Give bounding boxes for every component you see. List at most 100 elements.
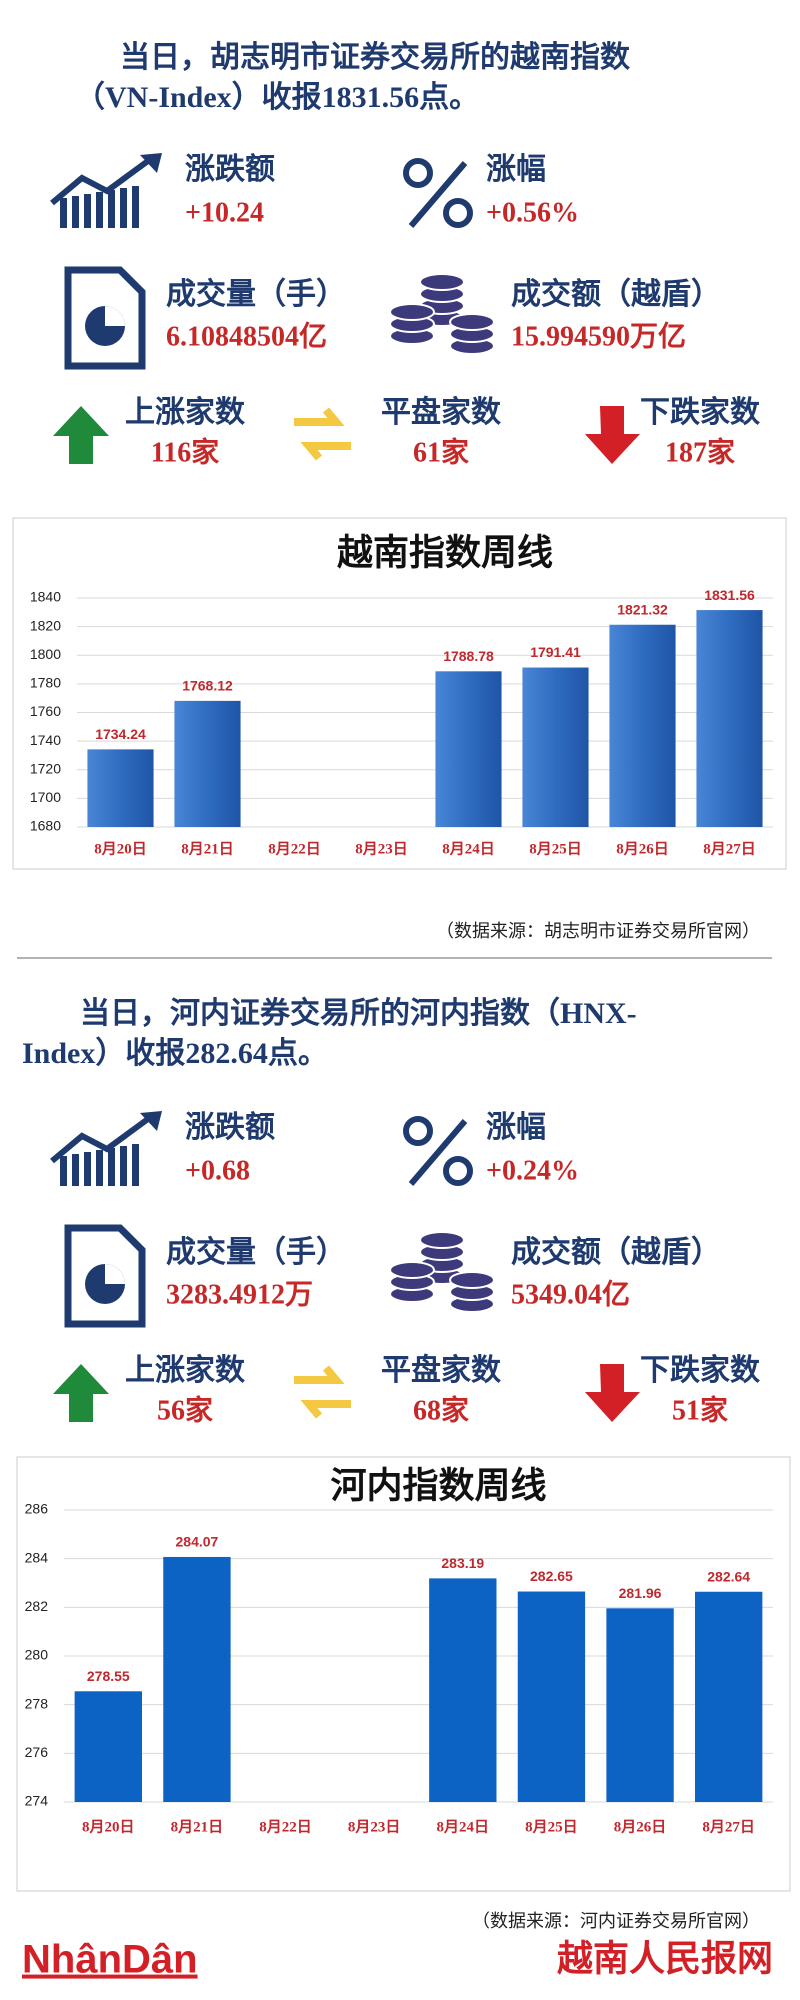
- stat-label: 涨幅: [486, 1111, 546, 1144]
- data-label: 282.65: [530, 1568, 573, 1584]
- icon-part: [389, 1261, 435, 1279]
- y-tick-label: 1760: [30, 703, 61, 719]
- stat-value: +0.24%: [486, 1155, 579, 1186]
- icon-part: [443, 1156, 473, 1186]
- y-tick-label: 274: [25, 1793, 49, 1809]
- icon-part: [389, 303, 435, 321]
- icon-part: [96, 1150, 103, 1186]
- icon-part: [105, 1264, 125, 1284]
- icon-down: [585, 406, 640, 464]
- y-tick-label: 1840: [30, 589, 61, 605]
- chart-title: 越南指数周线: [337, 532, 553, 572]
- headline: （VN-Index）收报1831.56点。: [75, 80, 479, 114]
- icon-part: [403, 1116, 433, 1146]
- y-tick-label: 1780: [30, 675, 61, 691]
- stat-value: 116家: [151, 435, 219, 468]
- stat-value: +0.56%: [486, 197, 579, 228]
- y-tick-label: 1700: [30, 789, 61, 805]
- data-label: 282.64: [707, 1568, 750, 1584]
- icon-document: [64, 266, 146, 370]
- icon-part: [449, 313, 495, 331]
- x-tick-label: 8月22日: [268, 840, 321, 857]
- stat-label: 涨幅: [486, 153, 546, 186]
- bar: [163, 1556, 231, 1802]
- x-tick-label: 8月24日: [437, 1818, 490, 1835]
- bar: [174, 700, 241, 827]
- icon-part: [64, 1224, 146, 1328]
- icon-down: [585, 1364, 640, 1422]
- logo: NhânDân: [22, 1938, 198, 1982]
- icon-percent: [403, 158, 473, 228]
- icon-part: [50, 155, 154, 206]
- y-tick-label: 1680: [30, 818, 61, 834]
- bar: [87, 749, 154, 827]
- icon-part: [108, 1148, 115, 1186]
- icon-part: [120, 188, 127, 228]
- headline: 当日，河内证券交易所的河内指数（HNX-: [80, 996, 637, 1030]
- icon-flat: [294, 1365, 351, 1419]
- headline: Index）收报282.64点。: [22, 1036, 328, 1070]
- stat-label: 涨跌额: [185, 153, 275, 186]
- x-tick-label: 8月20日: [94, 840, 147, 857]
- y-tick-label: 278: [25, 1695, 49, 1711]
- icon-part: [408, 1119, 468, 1186]
- data-label: 1821.32: [617, 601, 668, 617]
- icon-up: [53, 1364, 109, 1422]
- site-name: 越南人民报网: [557, 1938, 773, 1978]
- bar: [522, 667, 589, 827]
- x-tick-label: 8月25日: [525, 1818, 578, 1835]
- icon-flat: [294, 407, 351, 461]
- x-tick-label: 8月25日: [529, 840, 582, 857]
- source-note: （数据来源：胡志明市证券交易所官网）: [436, 921, 760, 941]
- stat-label: 下跌家数: [640, 396, 761, 429]
- icon-percent: [403, 1116, 473, 1186]
- icon-part: [84, 1152, 91, 1186]
- headline: 当日，胡志明市证券交易所的越南指数: [120, 40, 631, 74]
- stat-value: 5349.04亿: [511, 1278, 630, 1310]
- icon-part: [443, 198, 473, 228]
- stat-label: 成交量（手）: [166, 1235, 346, 1269]
- stat-label: 上涨家数: [125, 396, 246, 429]
- y-tick-label: 276: [25, 1744, 49, 1760]
- chart-title: 河内指数周线: [330, 1465, 546, 1505]
- bar: [517, 1591, 586, 1802]
- stat-value: 187家: [665, 435, 735, 468]
- icon-part: [140, 1111, 162, 1131]
- icon-part: [419, 1231, 465, 1249]
- icon-coins: [389, 273, 495, 355]
- icon-part: [120, 1146, 127, 1186]
- x-tick-label: 8月26日: [616, 840, 669, 857]
- icon-coins: [389, 1231, 495, 1313]
- stat-value: 3283.4912万: [166, 1279, 313, 1310]
- y-tick-label: 1800: [30, 646, 61, 662]
- icon-up: [53, 406, 109, 464]
- icon-part: [60, 1156, 67, 1186]
- stat-value: +0.68: [185, 1155, 250, 1186]
- y-tick-label: 1720: [30, 760, 61, 776]
- data-label: 278.55: [87, 1668, 130, 1684]
- y-tick-label: 1820: [30, 617, 61, 633]
- stat-value: 61家: [413, 435, 469, 468]
- y-tick-label: 282: [25, 1598, 49, 1614]
- x-tick-label: 8月23日: [348, 1818, 401, 1835]
- bar: [606, 1608, 674, 1802]
- stat-value: +10.24: [185, 197, 264, 228]
- data-label: 1791.41: [530, 644, 581, 660]
- data-label: 1788.78: [443, 648, 494, 664]
- icon-part: [72, 196, 79, 228]
- x-tick-label: 8月20日: [82, 1818, 135, 1835]
- bar: [695, 1591, 763, 1802]
- y-tick-label: 280: [25, 1647, 49, 1663]
- stat-value: 68家: [413, 1393, 469, 1426]
- data-label: 1831.56: [704, 587, 755, 603]
- x-tick-label: 8月27日: [702, 1818, 755, 1835]
- icon-part: [140, 153, 162, 173]
- data-label: 283.19: [441, 1555, 484, 1571]
- icon-part: [64, 266, 146, 370]
- x-tick-label: 8月27日: [703, 840, 756, 857]
- icon-part: [408, 161, 468, 228]
- source-note: （数据来源：河内证券交易所官网）: [472, 1911, 760, 1931]
- icon-trend: [50, 153, 162, 228]
